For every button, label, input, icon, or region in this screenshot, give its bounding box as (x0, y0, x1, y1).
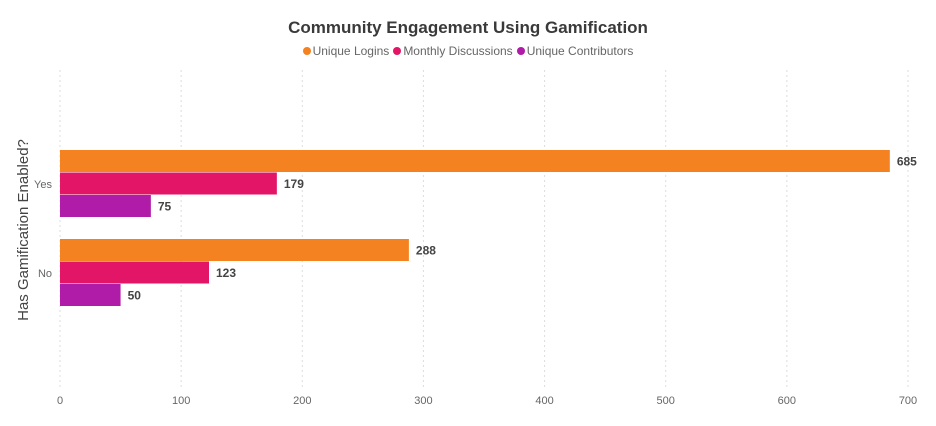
y-tick-label: Yes (34, 179, 52, 191)
x-tick-label: 200 (293, 395, 311, 407)
x-tick-label: 300 (414, 395, 432, 407)
bar (60, 150, 890, 172)
x-tick-label: 400 (535, 395, 553, 407)
legend-marker (393, 47, 402, 55)
data-label: 288 (416, 243, 436, 257)
chart-title: Community Engagement Using Gamification (288, 18, 648, 37)
legend-marker (302, 47, 311, 55)
x-tick-label: 100 (172, 395, 190, 407)
legend-item[interactable]: Unique Contributors (516, 44, 634, 58)
x-tick-label: 0 (57, 395, 63, 407)
legend: Unique Logins Monthly Discussions Unique C… (0, 44, 936, 58)
legend-item[interactable]: Unique Logins (302, 44, 390, 58)
x-tick-label: 600 (778, 395, 796, 407)
bar (60, 284, 121, 306)
bar (60, 195, 151, 217)
data-label: 685 (897, 154, 917, 168)
bar (60, 172, 277, 195)
legend-label: Unique Logins (312, 44, 390, 58)
y-tick-label: No (38, 268, 52, 280)
data-label: 179 (284, 177, 304, 191)
bar (60, 261, 210, 284)
legend-item[interactable]: Monthly Discussions (393, 44, 513, 58)
data-label: 123 (216, 266, 236, 280)
data-label: 50 (128, 288, 142, 302)
bar (60, 239, 409, 261)
x-tick-label: 500 (657, 395, 675, 407)
legend-label: Unique Contributors (526, 44, 634, 58)
legend-marker (516, 47, 525, 55)
y-axis-title: Has Gamification Enabled? (15, 139, 32, 321)
data-label: 75 (158, 199, 172, 213)
legend-label: Monthly Discussions (403, 44, 513, 58)
x-tick-label: 700 (899, 395, 917, 407)
